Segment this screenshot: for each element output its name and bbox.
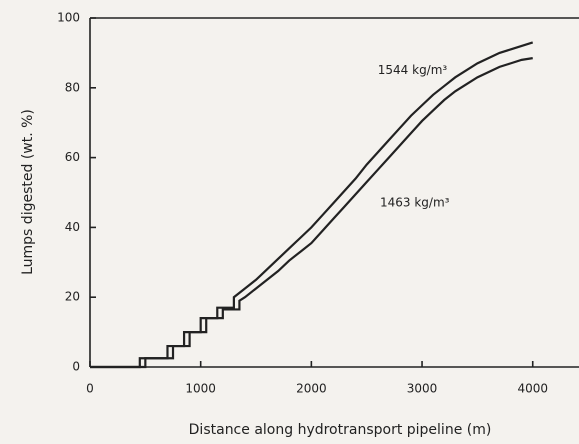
y-tick-label: 100 [57,11,80,25]
y-tick-label: 60 [65,150,80,164]
annotation: 1544 kg/m³ [378,63,448,77]
x-axis-label: Distance along hydrotransport pipeline (… [189,422,492,438]
y-tick-label: 40 [65,220,80,234]
y-tick-label: 80 [65,80,80,94]
x-tick-label: 1000 [185,382,216,396]
y-tick-label: 0 [72,360,80,374]
x-tick-label: 4000 [517,382,548,396]
x-tick-label: 2000 [296,382,327,396]
x-tick-label: 3000 [407,382,438,396]
data-line [90,41,534,369]
x-tick-label: 0 [86,382,94,396]
data-line [90,57,533,369]
y-axis-label: Lumps digested (wt. %) [20,109,36,275]
annotation: 1463 kg/m³ [380,195,450,209]
y-tick-label: 20 [65,290,80,304]
